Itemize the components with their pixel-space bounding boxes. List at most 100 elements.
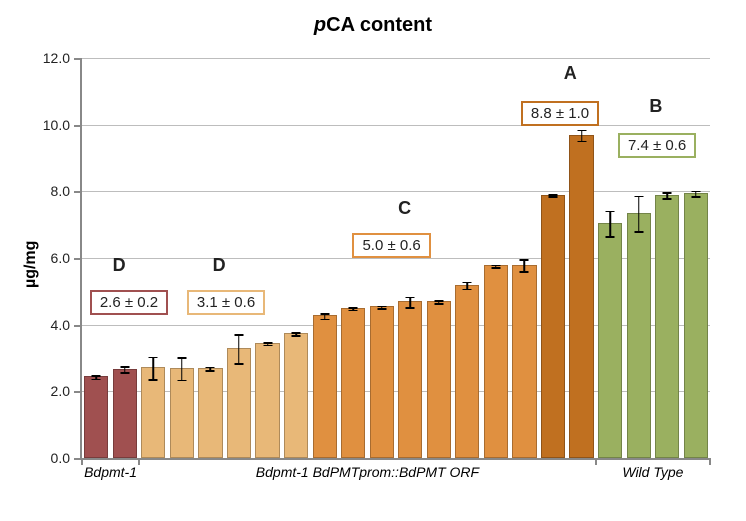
bar [541, 195, 565, 458]
error-bar [153, 357, 155, 380]
error-cap [292, 332, 301, 334]
x-group-label: Bdpmt-1 BdPMTprom::BdPMT ORF [139, 464, 596, 480]
error-cap [577, 141, 586, 143]
error-bar [181, 357, 183, 380]
annotation-value-box: 5.0 ± 0.6 [352, 233, 430, 258]
error-cap [149, 379, 158, 381]
error-cap [320, 313, 329, 315]
bar [284, 333, 308, 458]
gridline [82, 125, 710, 126]
error-cap [463, 289, 472, 291]
error-cap [234, 363, 243, 365]
error-cap [520, 259, 529, 261]
x-tick [709, 458, 711, 465]
error-bar [638, 196, 640, 233]
bar [398, 301, 422, 458]
error-cap [691, 196, 700, 198]
x-tick [138, 458, 140, 465]
bar [684, 193, 708, 458]
title-rest: CA content [326, 14, 432, 36]
error-cap [634, 231, 643, 233]
x-group-label: Bdpmt-1 [82, 464, 139, 480]
y-tick [74, 325, 80, 327]
gridline [82, 58, 710, 59]
error-cap [263, 342, 272, 344]
bar [255, 343, 279, 458]
bar [198, 368, 222, 458]
y-tick-label: 4.0 [51, 317, 70, 333]
gridline [82, 191, 710, 192]
error-cap [349, 307, 358, 309]
error-cap [548, 196, 557, 198]
bar [512, 265, 536, 458]
error-cap [292, 335, 301, 337]
error-cap [491, 265, 500, 267]
error-cap [234, 334, 243, 336]
y-tick [74, 58, 80, 60]
error-bar [238, 334, 240, 364]
y-tick-label: 12.0 [43, 50, 70, 66]
error-cap [406, 297, 415, 299]
error-cap [149, 357, 158, 359]
bar [170, 368, 194, 458]
chart-title: pCA content [0, 14, 746, 37]
annotation-value-box: 2.6 ± 0.2 [90, 290, 168, 315]
bar [313, 315, 337, 458]
y-tick [74, 258, 80, 260]
error-cap [92, 375, 101, 377]
bar [141, 367, 165, 458]
error-cap [320, 319, 329, 321]
y-tick [74, 391, 80, 393]
y-tick-label: 10.0 [43, 117, 70, 133]
error-cap [491, 267, 500, 269]
bar [113, 369, 137, 458]
y-tick-label: 6.0 [51, 250, 70, 266]
annotation-value-box: 8.8 ± 1.0 [521, 101, 599, 126]
annotation-value-box: 7.4 ± 0.6 [618, 133, 696, 158]
bar [227, 348, 251, 458]
error-cap [463, 282, 472, 284]
error-cap [520, 271, 529, 273]
error-cap [577, 130, 586, 132]
error-cap [406, 307, 415, 309]
annotation-letter: D [213, 255, 226, 276]
error-cap [349, 310, 358, 312]
bar [627, 213, 651, 458]
annotation-letter: C [398, 198, 411, 219]
error-cap [120, 366, 129, 368]
annotation-value-box: 3.1 ± 0.6 [187, 290, 265, 315]
y-tick-label: 0.0 [51, 450, 70, 466]
error-cap [434, 303, 443, 305]
annotation-letter: B [649, 96, 662, 117]
error-cap [206, 367, 215, 369]
error-bar [609, 211, 611, 238]
error-cap [663, 198, 672, 200]
bar [455, 285, 479, 458]
bar [484, 265, 508, 458]
bar [569, 135, 593, 458]
bar [598, 223, 622, 458]
title-prefix: p [314, 14, 326, 36]
x-group-label: Wild Type [596, 464, 710, 480]
error-cap [92, 379, 101, 381]
bar [370, 306, 394, 458]
y-tick [74, 458, 80, 460]
error-cap [606, 236, 615, 238]
x-tick [595, 458, 597, 465]
error-cap [263, 345, 272, 347]
error-cap [634, 196, 643, 198]
y-tick-label: 8.0 [51, 183, 70, 199]
y-axis-label: µg/mg [22, 241, 40, 288]
bar [341, 308, 365, 458]
error-cap [548, 194, 557, 196]
bar [655, 195, 679, 458]
x-tick [81, 458, 83, 465]
y-tick [74, 125, 80, 127]
annotation-letter: D [113, 255, 126, 276]
error-cap [120, 372, 129, 374]
error-cap [691, 191, 700, 193]
bar [427, 301, 451, 458]
bar [84, 376, 108, 458]
annotation-letter: A [564, 63, 577, 84]
error-cap [177, 380, 186, 382]
